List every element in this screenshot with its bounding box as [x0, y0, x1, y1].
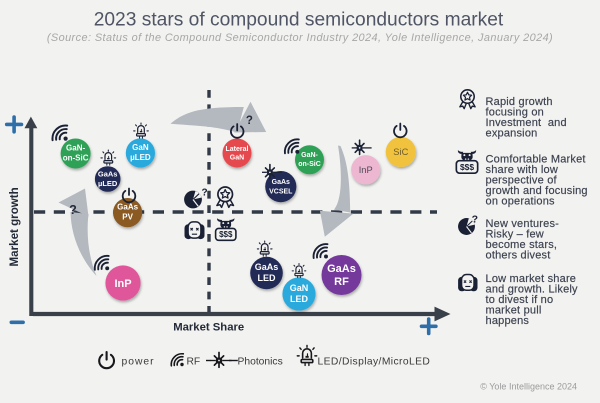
svg-text:power: power — [122, 357, 155, 368]
svg-text:on-SiC: on-SiC — [298, 161, 321, 168]
svg-text:GaN: GaN — [230, 155, 244, 162]
svg-text:share with low: share with low — [486, 164, 559, 176]
svg-text:InP: InP — [114, 278, 131, 290]
svg-text:Market growth: Market growth — [8, 187, 21, 266]
svg-text:to divest if no: to divest if no — [486, 294, 554, 306]
svg-text:µLED: µLED — [130, 153, 151, 162]
svg-text:focusing on: focusing on — [486, 107, 544, 119]
svg-text:(Source: Status of the Compoun: (Source: Status of the Compound Semicond… — [47, 32, 553, 44]
svg-text:?: ? — [69, 203, 77, 217]
svg-text:market pull: market pull — [486, 305, 542, 317]
svg-text:GaAs: GaAs — [327, 263, 356, 275]
svg-text:?: ? — [246, 115, 253, 127]
svg-text:Comfortable Market: Comfortable Market — [486, 154, 586, 166]
svg-text:SiC: SiC — [393, 147, 408, 157]
svg-text:© Yole Intelligence 2024: © Yole Intelligence 2024 — [480, 382, 577, 392]
svg-text:InP: InP — [359, 165, 373, 175]
svg-text:2023 stars of compound semicon: 2023 stars of compound semiconductors ma… — [94, 10, 504, 31]
svg-text:Risky – few: Risky – few — [486, 229, 544, 241]
svg-text:Lateral: Lateral — [226, 146, 249, 153]
svg-text:GaAs: GaAs — [255, 262, 279, 272]
svg-text:New ventures-: New ventures- — [486, 218, 560, 230]
svg-text:perspective of: perspective of — [486, 175, 558, 187]
svg-text:RF: RF — [187, 357, 201, 368]
svg-text:GaN: GaN — [290, 283, 309, 293]
svg-text:Low market share: Low market share — [486, 273, 577, 285]
svg-text:become stars,: become stars, — [486, 239, 558, 251]
svg-text:GaN-: GaN- — [301, 152, 318, 159]
svg-text:and growth. Likely: and growth. Likely — [486, 284, 579, 296]
svg-text:?: ? — [201, 188, 207, 199]
svg-text:Market Share: Market Share — [173, 322, 244, 334]
svg-text:expansion: expansion — [486, 128, 538, 140]
svg-text:Rapid growth: Rapid growth — [486, 96, 553, 108]
svg-text:others divest: others divest — [486, 250, 551, 262]
svg-text:on-SiC: on-SiC — [63, 154, 89, 163]
svg-text:growth and focusing: growth and focusing — [486, 185, 588, 197]
svg-text:on operations: on operations — [486, 196, 556, 208]
svg-text:Investment and: Investment and — [486, 117, 567, 129]
svg-text:GaAs: GaAs — [117, 203, 138, 212]
svg-text:GaN: GaN — [132, 143, 149, 152]
svg-text:GaN-: GaN- — [66, 144, 85, 153]
svg-text:GaAs: GaAs — [98, 170, 118, 179]
svg-text:?: ? — [472, 214, 478, 226]
svg-text:Photonics: Photonics — [238, 357, 283, 368]
svg-text:PV: PV — [122, 213, 133, 222]
svg-text:RF: RF — [334, 276, 349, 288]
svg-text:happens: happens — [486, 315, 530, 327]
svg-text:µLED: µLED — [98, 179, 118, 188]
svg-text:LED: LED — [258, 273, 277, 283]
svg-text:GaAs: GaAs — [272, 179, 290, 186]
svg-text:VCSEL: VCSEL — [269, 188, 293, 195]
svg-text:LED: LED — [290, 294, 309, 304]
svg-text:LED/Display/MicroLED: LED/Display/MicroLED — [318, 357, 431, 368]
